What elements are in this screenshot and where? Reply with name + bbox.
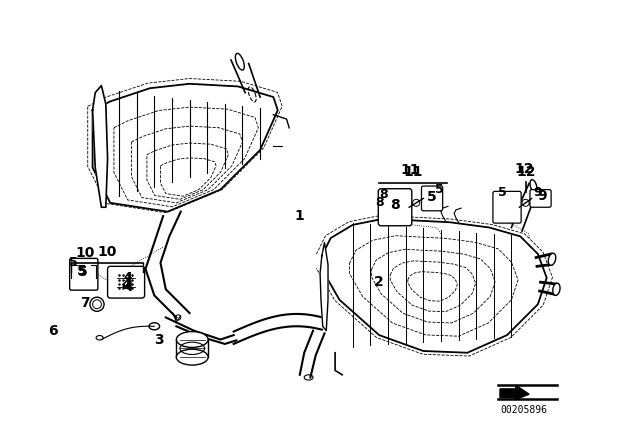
Text: 5: 5 bbox=[499, 186, 507, 199]
Polygon shape bbox=[93, 84, 278, 211]
Text: 7: 7 bbox=[80, 297, 90, 310]
Text: 8: 8 bbox=[390, 198, 400, 211]
Ellipse shape bbox=[530, 180, 537, 193]
Text: 9: 9 bbox=[538, 189, 547, 203]
Text: 8: 8 bbox=[380, 188, 388, 201]
FancyBboxPatch shape bbox=[378, 189, 412, 226]
Ellipse shape bbox=[548, 253, 556, 265]
Text: 5: 5 bbox=[69, 256, 77, 269]
Polygon shape bbox=[93, 86, 108, 207]
Text: 2: 2 bbox=[374, 275, 384, 289]
Ellipse shape bbox=[236, 53, 244, 70]
FancyBboxPatch shape bbox=[108, 266, 145, 298]
Text: 4: 4 bbox=[121, 278, 131, 292]
FancyBboxPatch shape bbox=[70, 258, 98, 290]
Text: 00205896: 00205896 bbox=[500, 405, 547, 415]
Ellipse shape bbox=[177, 332, 208, 348]
Text: 3: 3 bbox=[154, 332, 164, 346]
Text: 6: 6 bbox=[48, 324, 58, 338]
Polygon shape bbox=[322, 219, 547, 353]
Text: 4: 4 bbox=[124, 271, 132, 284]
Ellipse shape bbox=[177, 349, 208, 365]
Text: 12: 12 bbox=[516, 165, 536, 179]
Text: 12: 12 bbox=[515, 162, 534, 177]
Polygon shape bbox=[320, 242, 328, 331]
Text: 5: 5 bbox=[77, 264, 87, 278]
Text: 5: 5 bbox=[428, 190, 437, 204]
Text: 5: 5 bbox=[435, 183, 444, 196]
Text: 4: 4 bbox=[123, 280, 132, 293]
Text: 11: 11 bbox=[400, 163, 420, 177]
Text: 10: 10 bbox=[76, 246, 95, 260]
FancyBboxPatch shape bbox=[493, 191, 521, 223]
Text: 1: 1 bbox=[295, 209, 305, 223]
Text: 5: 5 bbox=[78, 265, 88, 279]
Text: 11: 11 bbox=[403, 165, 423, 179]
Ellipse shape bbox=[553, 283, 560, 295]
FancyBboxPatch shape bbox=[530, 190, 551, 207]
Polygon shape bbox=[500, 385, 529, 400]
Text: 9: 9 bbox=[534, 186, 542, 199]
Text: 10: 10 bbox=[97, 245, 116, 259]
FancyBboxPatch shape bbox=[422, 186, 443, 211]
Text: 8: 8 bbox=[375, 196, 383, 209]
